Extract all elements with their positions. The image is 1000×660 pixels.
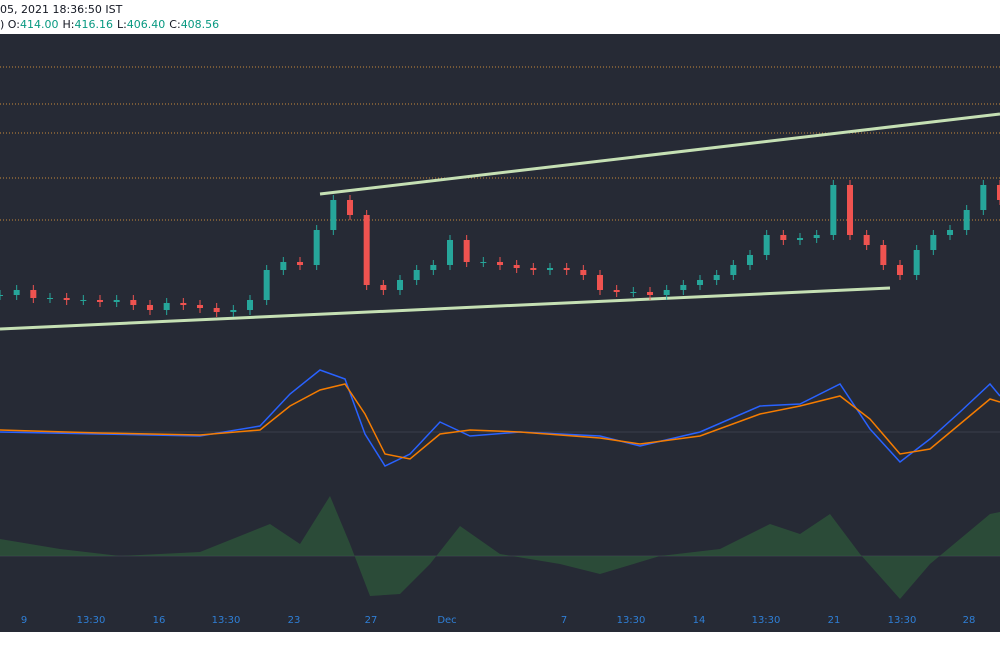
candle [647,292,653,295]
ohlc-label: C: [169,18,181,31]
ohlc-label: O: [7,18,20,31]
candle [947,230,953,235]
candle [297,262,303,265]
candle [497,262,503,265]
candle [880,245,887,265]
candle [513,265,520,268]
candle [180,303,187,305]
candle [730,265,737,275]
candle [430,265,437,270]
ohlc-value: 408.56 [180,18,220,31]
candle [613,290,620,292]
candle [680,285,687,290]
signal-line [0,383,1000,460]
ohlc-row: ) O:414.00 H:416.16 L:406.40 C:408.56 [0,18,223,31]
candle [830,185,837,235]
x-tick-label: 21 [828,615,841,626]
candle [147,305,153,310]
candle [197,305,203,308]
chart: 9 13:30 16 13:30 23 27 Dec 7 13:30 14 13:30 21 13:30… [0,34,1000,632]
candle [30,290,37,298]
x-axis: 9 13:30 16 13:30 23 27 Dec 7 13:30 14 13:30 21 13:30… [21,615,976,626]
candle [763,235,770,255]
ohlc-label: H: [62,18,75,31]
candle [447,240,453,265]
candle [663,290,670,295]
candle [930,235,937,250]
candle [63,298,70,300]
candle [530,268,537,270]
candle [0,295,3,296]
header: 05, 2021 18:36:50 IST ) O:414.00 H:416.16… [0,0,1000,34]
x-tick-label: 9 [21,615,27,626]
ohlc-value: 406.40 [126,18,166,31]
candle [547,268,553,270]
candle [363,215,370,285]
candle [847,185,853,235]
x-tick-label: 23 [288,615,301,626]
ohlc-value: 414.00 [19,18,59,31]
candles [0,180,1000,317]
candle [463,240,470,262]
candle [130,300,137,305]
x-tick-label: 28 [963,615,976,626]
ohlc-value: 416.16 [74,18,113,31]
candle [580,270,587,275]
candle [863,235,870,245]
candle [980,185,987,210]
candle [247,300,253,310]
candle [897,265,903,275]
x-tick-label: 13:30 [212,615,241,626]
x-tick-label: Dec [437,615,456,626]
ohlc-label: L: [116,18,127,31]
candle [913,250,920,275]
candle [330,200,337,230]
x-tick-label: 13:30 [617,615,646,626]
candle [313,230,320,265]
candle [797,238,803,240]
candle [347,200,353,215]
x-tick-label: 13:30 [888,615,917,626]
candle [597,275,603,290]
candle [280,262,287,270]
datetime: 05, 2021 18:36:50 IST [0,3,123,16]
candle [630,292,637,293]
x-tick-label: 14 [693,615,706,626]
x-tick-label: 13:30 [77,615,106,626]
x-tick-label: 27 [365,615,378,626]
candle [747,255,753,265]
x-tick-label: 16 [153,615,166,626]
candle [13,290,20,295]
candle [963,210,970,230]
candle [97,300,103,302]
candle [697,280,703,285]
candle [213,308,220,312]
candle [80,300,87,301]
candle [413,270,420,280]
candle [780,235,787,240]
candle [563,268,570,270]
candle [163,303,170,310]
candle [997,185,1000,200]
candle [813,235,820,238]
prefix: ) [0,18,5,31]
candle [47,298,53,299]
candle [397,280,403,290]
candle [113,300,120,302]
candle [263,270,270,300]
x-tick-label: 13:30 [752,615,781,626]
oscillator [0,496,1000,599]
candle [230,310,237,312]
candle [713,275,720,280]
candle [480,262,487,263]
candle [380,285,387,290]
x-tick-label: 7 [561,615,567,626]
trendlines [0,112,1000,331]
